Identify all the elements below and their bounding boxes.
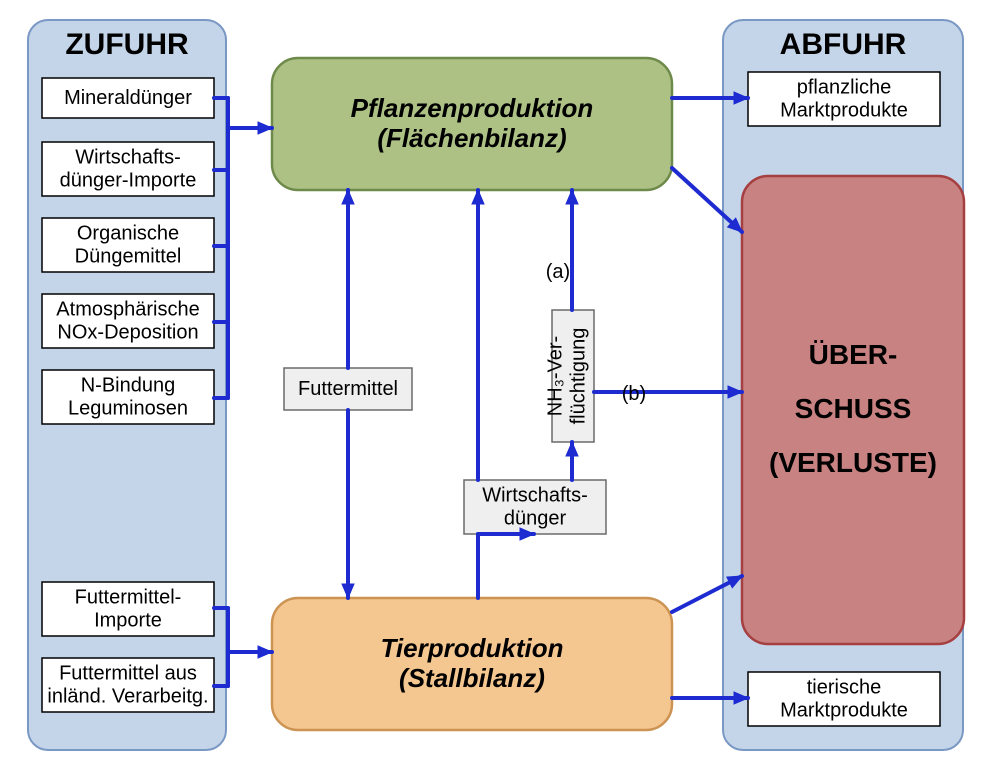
surplus-box: ÜBER- SCHUSS (VERLUSTE) (742, 176, 964, 644)
svg-text:NH₃-Ver-flüchtigung: NH₃-Ver-flüchtigung (545, 328, 590, 425)
svg-text:pflanzlicheMarktprodukte: pflanzlicheMarktprodukte (780, 77, 908, 122)
svg-text:Futtermittel: Futtermittel (298, 378, 398, 400)
svg-text:N-BindungLeguminosen: N-BindungLeguminosen (68, 375, 188, 420)
svg-text:Mineraldünger: Mineraldünger (64, 87, 192, 109)
annotation-a: (a) (546, 261, 570, 283)
svg-text:AtmosphärischeNOx-Deposition: AtmosphärischeNOx-Deposition (56, 299, 199, 344)
futtermittel-box: Futtermittel (284, 368, 412, 410)
annotation-b: (b) (622, 383, 646, 405)
zufuhr-item-3: AtmosphärischeNOx-Deposition (42, 294, 214, 348)
svg-text:Pflanzenproduktion(Flächenbila: Pflanzenproduktion(Flächenbilanz) (351, 93, 594, 153)
zufuhr-item-5: Futtermittel-Importe (42, 582, 214, 636)
svg-text:OrganischeDüngemittel: OrganischeDüngemittel (75, 223, 182, 268)
wirtschaftsduenger-box: Wirtschafts-dünger (464, 480, 606, 534)
zufuhr-item-6: Futtermittel ausinländ. Verarbeitg. (42, 658, 214, 712)
zufuhr-item-4: N-BindungLeguminosen (42, 370, 214, 424)
svg-text:(VERLUSTE): (VERLUSTE) (769, 447, 937, 478)
svg-text:SCHUSS: SCHUSS (795, 393, 912, 424)
nh3-box: NH₃-Ver-flüchtigung (545, 310, 595, 442)
plant-box: Pflanzenproduktion(Flächenbilanz) (272, 58, 672, 190)
zufuhr-item-2: OrganischeDüngemittel (42, 218, 214, 272)
zufuhr-item-0: Mineraldünger (42, 78, 214, 118)
svg-text:ÜBER-: ÜBER- (809, 339, 898, 370)
zufuhr-item-1: Wirtschafts-dünger-Importe (42, 142, 214, 196)
animal-box: Tierproduktion(Stallbilanz) (272, 598, 672, 730)
svg-text:Tierproduktion(Stallbilanz): Tierproduktion(Stallbilanz) (381, 633, 564, 693)
svg-text:ABFUHR: ABFUHR (780, 28, 907, 61)
svg-text:Wirtschafts-dünger-Importe: Wirtschafts-dünger-Importe (60, 147, 197, 192)
svg-text:ZUFUHR: ZUFUHR (65, 28, 189, 61)
svg-text:Futtermittel ausinländ. Verarb: Futtermittel ausinländ. Verarbeitg. (47, 663, 208, 708)
abfuhr-item-1: tierischeMarktprodukte (748, 672, 940, 726)
abfuhr-item-0: pflanzlicheMarktprodukte (748, 72, 940, 126)
